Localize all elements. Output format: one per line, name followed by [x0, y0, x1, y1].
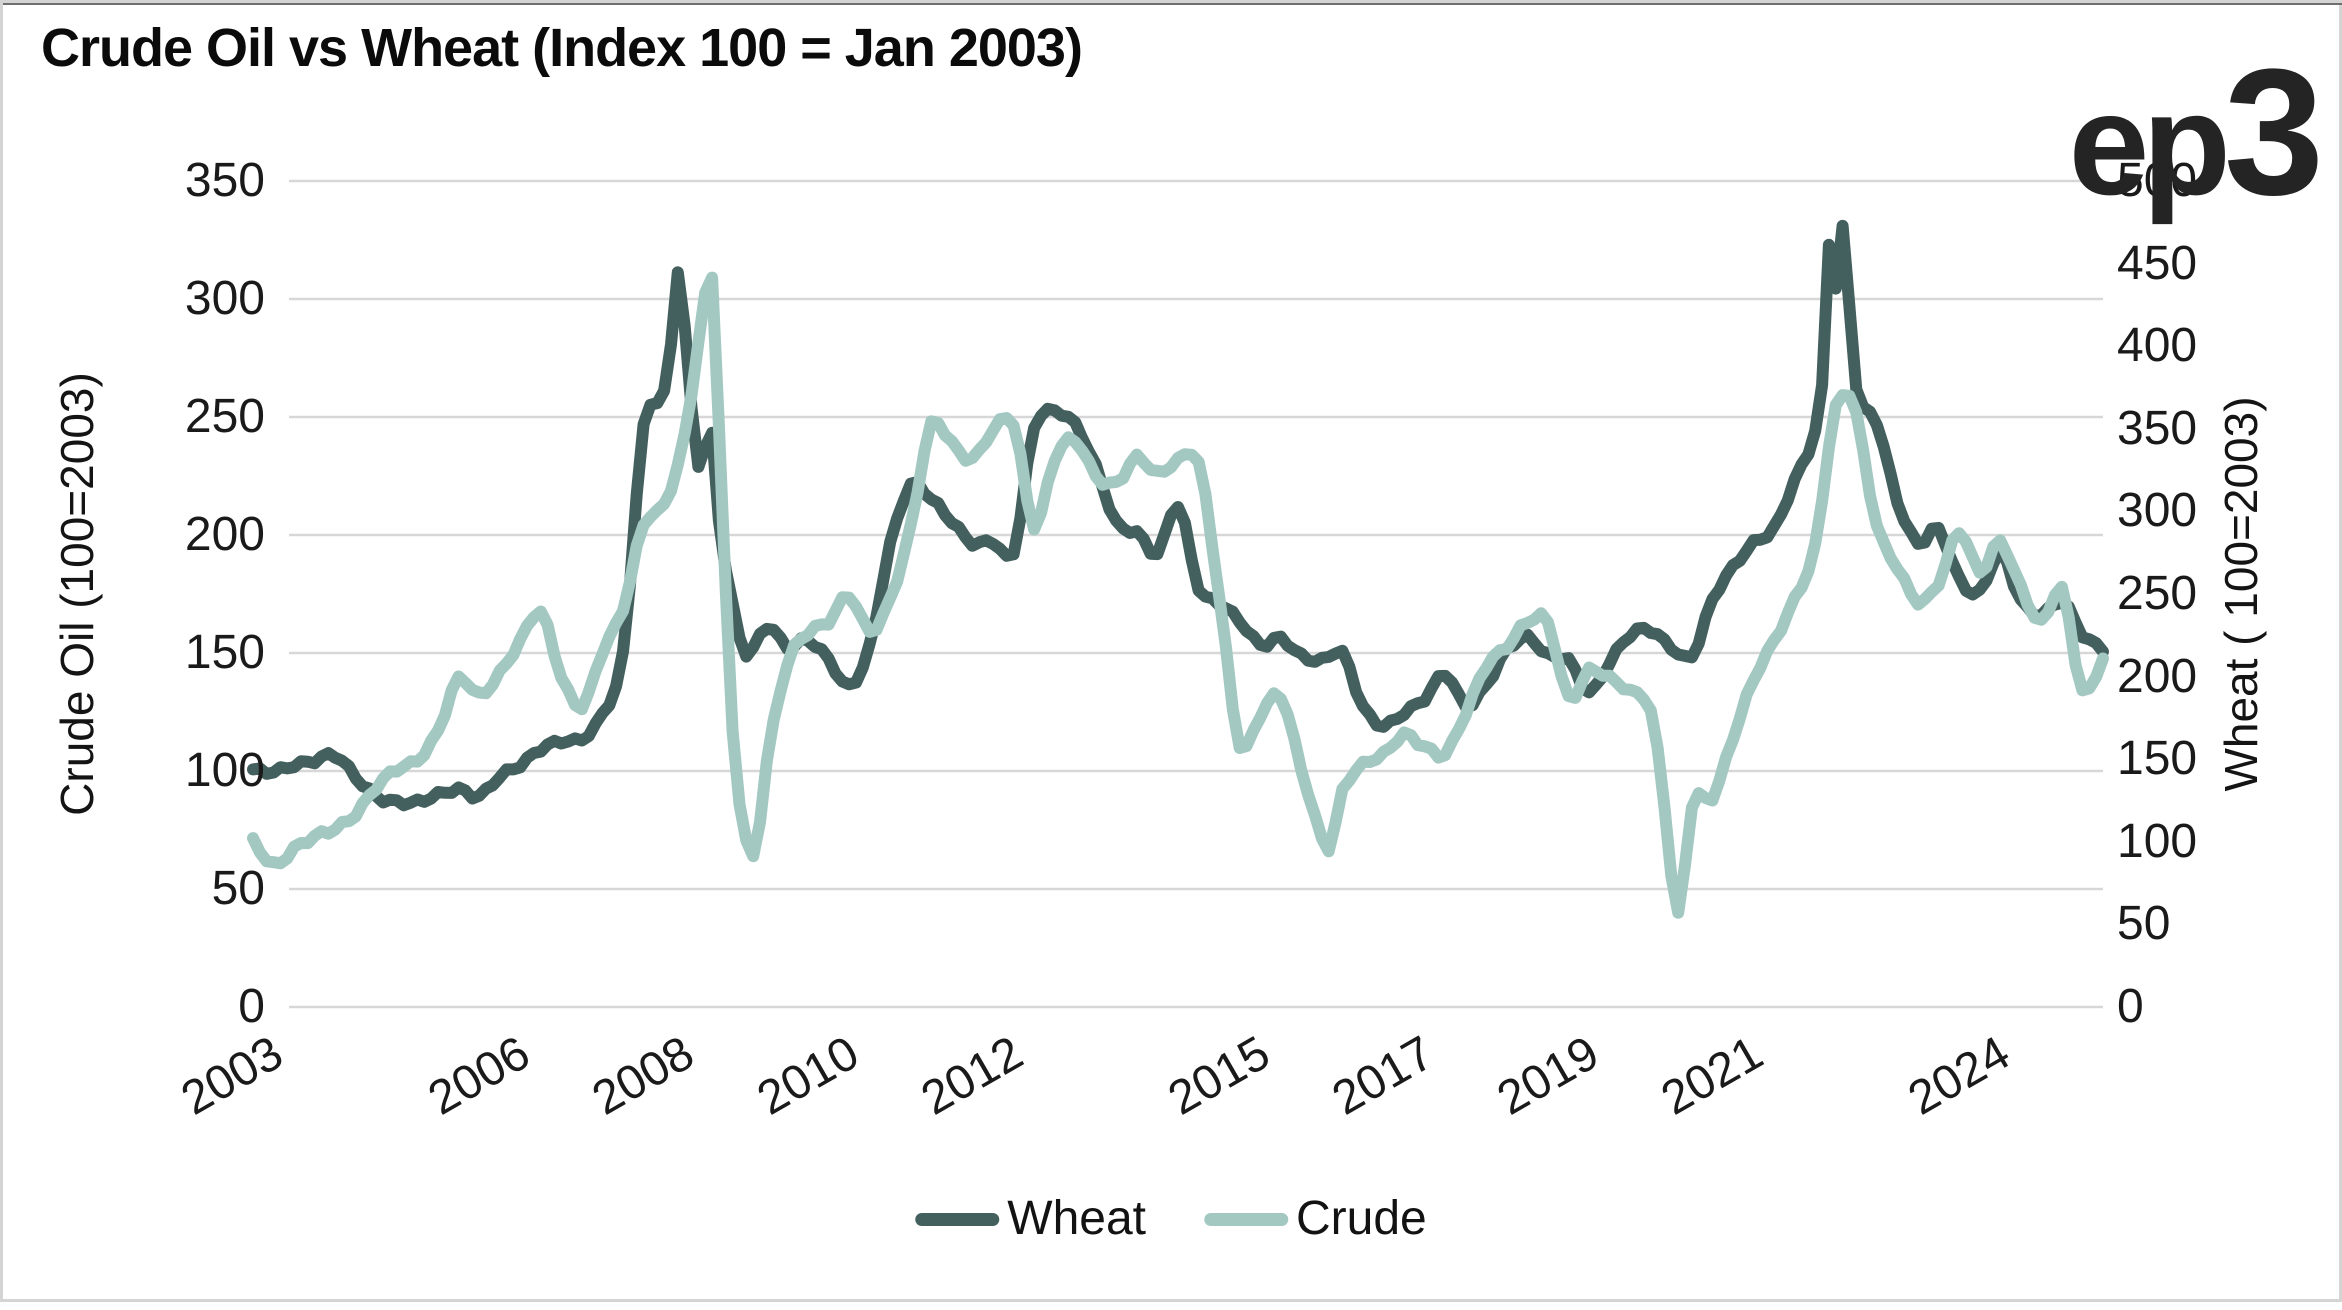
chart-plot-area: 0 50 100 150 200 250 300 350 0 50 100 150 200 250 300 3… [3, 3, 2342, 1305]
legend-label-wheat: Wheat [1007, 1192, 1146, 1245]
logo-3-text: 3 [2223, 32, 2324, 233]
right-axis-tick-label: 300 [2117, 484, 2198, 538]
right-axis-tick-label: 400 [2117, 319, 2198, 373]
legend-item-crude: Crude [1204, 1195, 1427, 1243]
left-axis-tick-label: 100 [184, 744, 265, 797]
right-axis-tick-label: 350 [2117, 401, 2198, 455]
legend-label-crude: Crude [1296, 1192, 1427, 1245]
left-axis-title: Crude Oil (100=2003) [51, 372, 103, 816]
chart-canvas [247, 179, 2109, 1009]
window-top-edge [3, 3, 2342, 5]
left-axis-tick-label: 350 [184, 154, 265, 207]
wheat-line-swatch [915, 1212, 1000, 1226]
left-axis-tick-label: 150 [184, 626, 265, 679]
left-axis-tick-label: 200 [184, 508, 265, 561]
chart-legend: Wheat Crude [915, 1195, 1427, 1243]
right-axis-tick-label: 500 [2117, 154, 2198, 207]
right-axis-tick-label: 50 [2117, 897, 2171, 951]
right-axis-tick-label: 450 [2117, 236, 2198, 290]
left-axis-tick-label: 0 [238, 980, 265, 1033]
right-axis-tick-label: 0 [2117, 980, 2144, 1033]
crude-line [247, 271, 2109, 919]
crude-line-swatch [1204, 1212, 1288, 1226]
left-axis-tick-label: 250 [184, 390, 265, 443]
right-axis-tick-label: 250 [2117, 567, 2198, 620]
legend-item-wheat: Wheat [915, 1195, 1146, 1243]
right-axis-tick-label: 150 [2117, 732, 2198, 786]
ep3-logo: ep3 [2068, 43, 2324, 225]
right-axis-tick-label: 200 [2117, 649, 2198, 703]
wheat-line [247, 219, 2109, 812]
chart-title: Crude Oil vs Wheat (Index 100 = Jan 2003… [41, 18, 1083, 78]
left-axis-tick-label: 300 [184, 272, 265, 325]
logo-ep-text: ep [2068, 63, 2231, 225]
right-axis-tick-label: 100 [2117, 814, 2198, 868]
left-axis-tick-label: 50 [211, 862, 265, 915]
right-axis-title: Wheat ( 100=2003) [2215, 396, 2267, 792]
